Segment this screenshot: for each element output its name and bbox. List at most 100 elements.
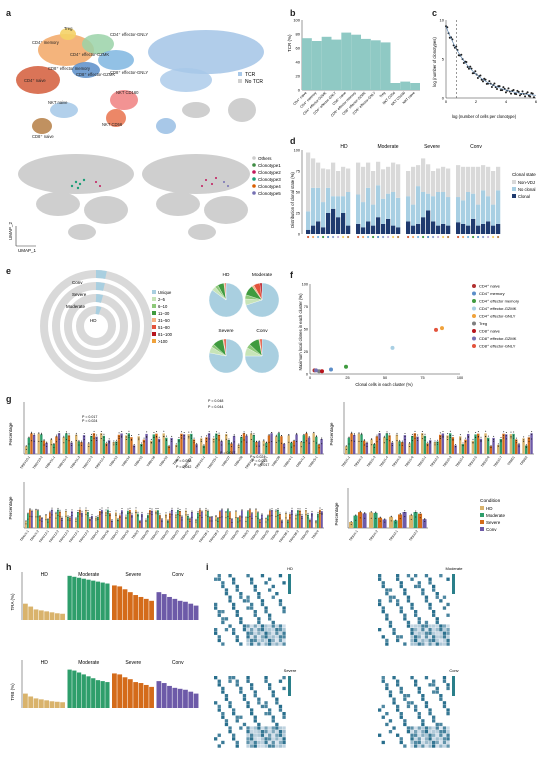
panel-b-bar xyxy=(361,38,371,90)
heatmap-cell xyxy=(435,686,439,691)
panel-g-top-right-dot xyxy=(467,436,469,438)
heatmap-cell xyxy=(428,737,432,741)
panel-g-top-left-tick: TRBV19 xyxy=(158,455,168,467)
panel-g-bottom-left-dot xyxy=(65,510,67,512)
panel-g-bottom-left-dot xyxy=(297,510,299,512)
panel-g-bottom-left-tick: TRAV19 xyxy=(120,529,130,541)
heatmap-cell xyxy=(403,592,407,596)
panel-g-bottom-left-tick: TRAV12-2 xyxy=(48,529,60,543)
heatmap-cell xyxy=(239,595,243,599)
panel-g-bottom-left-dot xyxy=(281,519,283,521)
panel-g-bottom-left-dot xyxy=(131,512,133,514)
panel-g-bottom-left-dot xyxy=(81,513,83,515)
panel-h-top-bar xyxy=(95,581,101,620)
heatmap-cell xyxy=(260,642,265,646)
panel-g-top-left-bar xyxy=(162,433,165,454)
panel-g-bottom-right-bar xyxy=(373,512,378,528)
heatmap-cell xyxy=(214,676,218,680)
heatmap-cell xyxy=(424,733,429,737)
panel-g-top-right-bar xyxy=(454,445,457,454)
heatmap-cell xyxy=(417,642,421,646)
heatmap-cell xyxy=(250,733,254,737)
heatmap-cell xyxy=(446,726,450,730)
panel-d-cluster-dot xyxy=(432,235,435,239)
heatmap-cell xyxy=(268,683,272,687)
panel-g-bottom-left-tick: TRAV24 xyxy=(180,529,190,541)
heatmap-cell xyxy=(381,740,385,745)
panel-g-top-right-dot xyxy=(376,434,378,436)
panel-g-top-right-dot xyxy=(452,439,454,441)
pie-legend-51-80: 51–80 xyxy=(158,325,170,330)
panel-f-ytick: 75 xyxy=(304,305,308,309)
heatmap-cell xyxy=(381,610,385,614)
panel-g-bottom-right-dot xyxy=(419,512,421,514)
panel-g-bottom-left-dot xyxy=(85,510,87,512)
panel-d-bar-segment xyxy=(436,225,441,234)
panel-g-top-left-bar xyxy=(312,433,315,454)
panel-g-bottom-left-dot xyxy=(81,515,83,517)
panel-g-top-right-tick: TRBJ1-3 xyxy=(366,455,377,468)
panel-g-top-left-tick: TRBV3-1 xyxy=(258,455,269,468)
panel-g-top-left-dot xyxy=(228,440,230,442)
panel-d-cluster-dot xyxy=(327,235,330,239)
panel-g-top-right-tick: TRBJ1-1 xyxy=(341,455,352,468)
panel-g-top-right-bar xyxy=(433,442,437,454)
panel-g-top-left-bar xyxy=(262,440,265,454)
panel-g-top-right-tick: TRBJ1-2 xyxy=(353,455,364,468)
heatmap-cell xyxy=(250,624,254,628)
panel-g-top-right-dot xyxy=(396,434,398,436)
heatmap-cell xyxy=(414,631,418,635)
panel-h-bottom-bar xyxy=(91,678,96,708)
panel-h-bottom-bar xyxy=(60,702,65,708)
heatmap-cell xyxy=(224,592,229,596)
heatmap-cell xyxy=(399,740,403,745)
panel-d-bar-segment xyxy=(406,171,411,197)
heatmap-cell xyxy=(246,624,250,628)
panel-g-bottom-left-bar xyxy=(291,509,293,528)
panel-g-bottom-left-dot xyxy=(155,511,157,513)
panel-g-top-left-tick: TRBV4-1 xyxy=(283,455,294,468)
panel-g-top-right-dot xyxy=(373,446,375,448)
panel-g-top-right-dot xyxy=(421,438,423,440)
heatmap-cell xyxy=(253,638,257,643)
umap-clusters xyxy=(16,28,138,134)
panel-d-bar-segment xyxy=(331,196,336,209)
panel-f-legend-label: CD4⁺ effector-GNLY xyxy=(479,314,516,319)
panel-g-bottom-left-dot xyxy=(79,510,81,512)
panel-g-bottom-left-bar xyxy=(259,519,261,528)
panel-g-bottom-left-dot xyxy=(65,515,67,517)
panel-g-bottom-left-bar xyxy=(261,514,263,528)
panel-g-top-right-dot xyxy=(379,431,381,433)
panel-h-top-bar xyxy=(133,595,139,620)
panel-g-top-right-bar xyxy=(489,446,493,454)
panel-d-bar-segment xyxy=(316,162,321,188)
panel-h-top-bar xyxy=(100,582,105,620)
panel-g-top-left-bar xyxy=(77,441,80,454)
panel-g-top-left-dot xyxy=(96,434,98,436)
heatmap-cell xyxy=(268,726,272,730)
heatmap-cell xyxy=(406,726,411,730)
panel-g-bottom-left-dot xyxy=(215,519,217,521)
panel-d-legend-title: Clonal state xyxy=(512,172,536,177)
panel-g-top-right-dot xyxy=(371,444,373,446)
panel-g-top-left-dot xyxy=(181,437,183,439)
panel-h-top-bar xyxy=(143,598,149,620)
panel-g-top-left-dot xyxy=(225,431,227,433)
panel-g-top-right-bar xyxy=(497,444,500,454)
panel-g-top-left-dot xyxy=(275,441,277,443)
panel-g-top-right-dot xyxy=(503,437,505,439)
heatmap-cell xyxy=(250,744,254,748)
heatmap-cell xyxy=(385,642,389,646)
panel-g-top-right-bar xyxy=(383,437,386,454)
heatmap-cell xyxy=(250,726,254,730)
panel-g-top-left-dot xyxy=(121,435,123,437)
panel-d-bar-segment xyxy=(431,196,436,222)
clonotype-legend-5: Clonotype5 xyxy=(258,191,281,196)
heatmap-cell xyxy=(417,712,421,716)
panel-g-bottom-left-dot xyxy=(27,512,29,514)
heatmap-cell xyxy=(271,715,275,719)
panel-g-top-left-dot xyxy=(208,431,210,433)
panel-g-bottom-left-dot xyxy=(299,508,301,510)
panel-g-top-left-bar xyxy=(92,433,96,454)
panel-g-top-right-dot xyxy=(351,432,353,434)
